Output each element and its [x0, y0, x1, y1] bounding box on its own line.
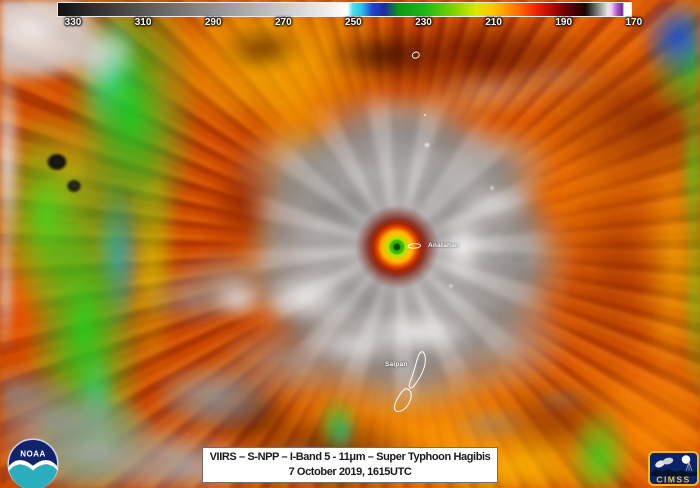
temperature-colorbar [57, 2, 632, 17]
noaa-logo-sea [8, 465, 58, 488]
colorbar-tick-label: 270 [274, 17, 292, 28]
noaa-logo-text: NOAA [20, 450, 46, 459]
maug-island-outline [411, 51, 420, 59]
anatahan-island-outline [407, 243, 422, 249]
anatahan-label: Anatahan [428, 242, 460, 249]
colorbar-tick-label: 230 [415, 17, 432, 28]
colorbar-tick-label: 290 [204, 17, 222, 28]
saipan-island-outline [408, 351, 426, 389]
colorbar-tick-label: 170 [625, 17, 643, 28]
cimss-moon-icon [681, 455, 691, 464]
noaa-gull-icon [8, 460, 58, 472]
caption-line-2: 7 October 2019, 1615UTC [288, 465, 412, 478]
cimss-ground-silhouette [650, 468, 697, 476]
caption-line-1: VIIRS – S-NPP – I-Band 5 - 11μm – Super … [209, 450, 491, 463]
colorbar-tick-label: 250 [345, 17, 362, 28]
colorbar-tick-label: 190 [555, 17, 573, 28]
islet-dot [424, 114, 426, 116]
colorbar-tick-label: 330 [64, 17, 82, 28]
cimss-dish-icons [655, 457, 674, 468]
tinian-island-outline [394, 388, 412, 412]
saipan-label: Saipan [385, 361, 408, 368]
colorbar-tick-label: 210 [485, 17, 502, 28]
cimss-logo: CIMSS [648, 451, 699, 486]
caption-box: VIIRS – S-NPP – I-Band 5 - 11μm – Super … [202, 447, 498, 483]
noaa-logo: NOAA [7, 438, 59, 488]
cimss-tower-icon [685, 460, 693, 472]
colorbar-tick-label: 310 [134, 17, 152, 28]
cimss-logo-text: CIMSS [656, 475, 690, 485]
